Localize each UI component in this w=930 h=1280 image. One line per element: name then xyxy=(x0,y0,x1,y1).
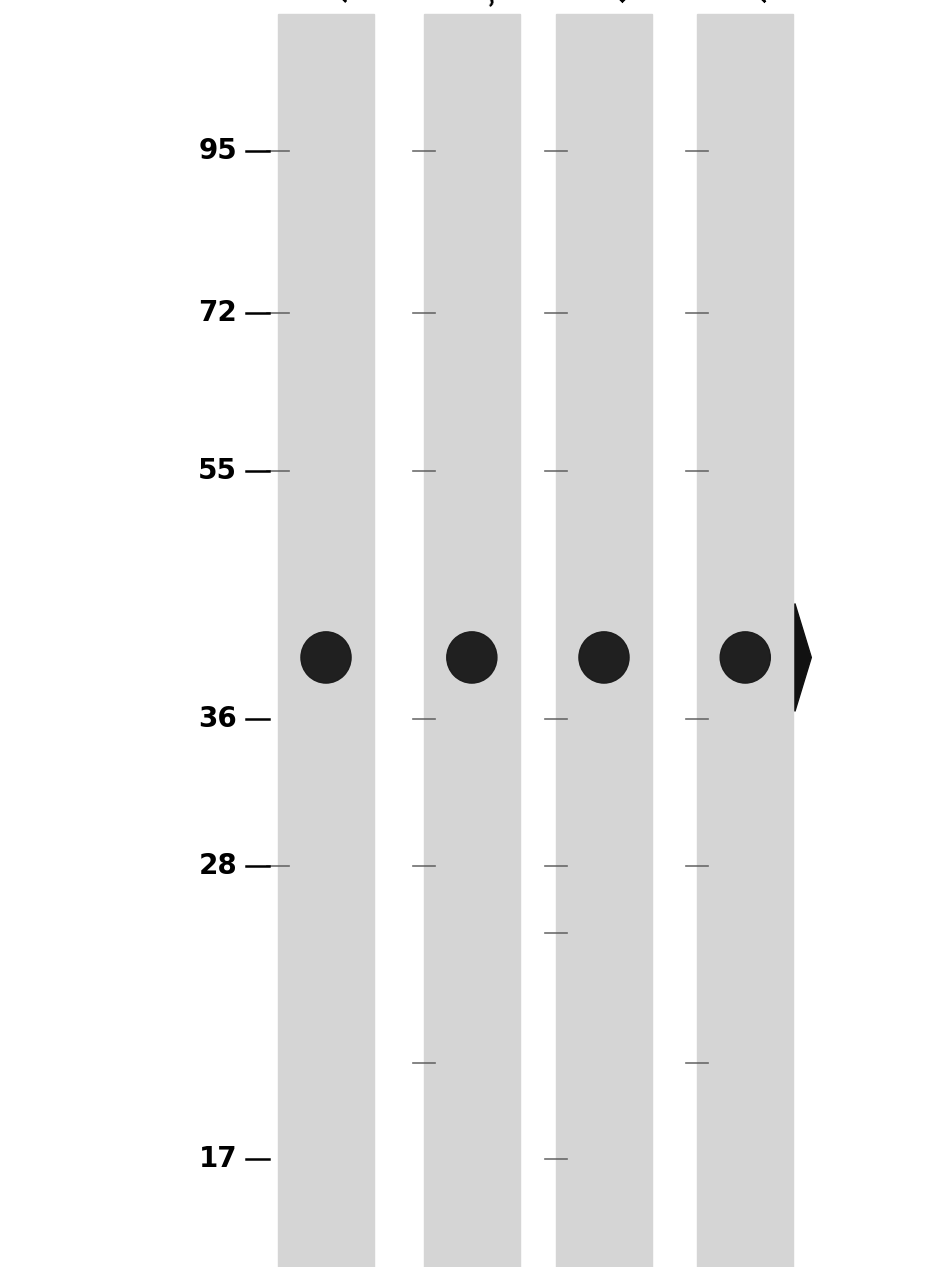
Bar xyxy=(556,14,652,1280)
Bar xyxy=(278,14,374,1280)
Text: Li-7: Li-7 xyxy=(604,0,664,8)
Polygon shape xyxy=(795,603,811,712)
Ellipse shape xyxy=(720,632,770,684)
Text: 72: 72 xyxy=(198,300,237,328)
Ellipse shape xyxy=(301,632,351,684)
Text: 55: 55 xyxy=(198,457,237,485)
Text: HepG2: HepG2 xyxy=(326,0,420,8)
Text: 95: 95 xyxy=(198,137,237,165)
Bar xyxy=(424,14,520,1280)
Text: 28: 28 xyxy=(198,852,237,881)
Text: 17: 17 xyxy=(198,1144,237,1172)
Text: RPMI-8226: RPMI-8226 xyxy=(745,0,882,8)
Text: Jurkat: Jurkat xyxy=(472,0,555,8)
Ellipse shape xyxy=(446,632,497,684)
Ellipse shape xyxy=(578,632,629,684)
Text: 36: 36 xyxy=(198,705,237,733)
Bar xyxy=(698,14,793,1280)
